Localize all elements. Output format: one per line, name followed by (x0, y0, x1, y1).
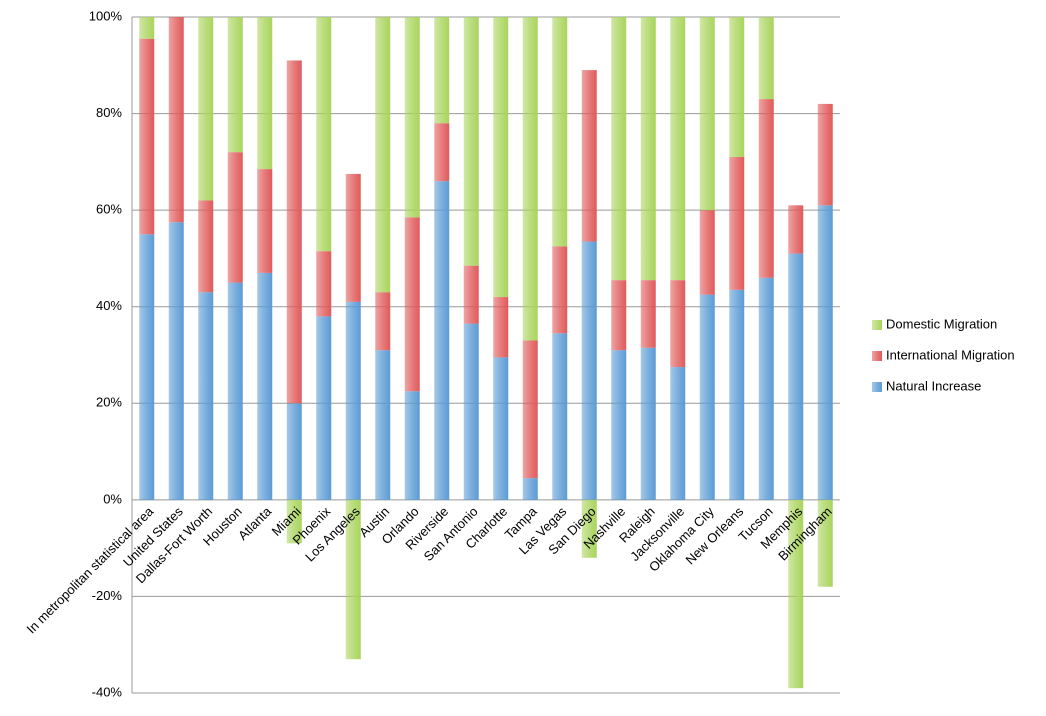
bar-segment (552, 17, 568, 247)
bar-segment (758, 99, 774, 278)
bar-segment (375, 17, 391, 293)
bar-segment (168, 17, 184, 223)
bar-segment (198, 200, 214, 293)
bar-segment (257, 169, 273, 273)
bar-segment (640, 17, 656, 281)
bar-segment (788, 499, 804, 689)
y-tick-label: 100% (89, 8, 123, 23)
bar-segment (345, 499, 361, 660)
bar-segment (611, 280, 627, 351)
legend-swatch (872, 382, 882, 392)
bar-segment (552, 246, 568, 334)
bar-segment (817, 205, 833, 500)
bar-segment (198, 292, 214, 500)
bar-segment (257, 272, 273, 500)
bar-segment (434, 17, 450, 124)
bar-segment (729, 17, 745, 158)
legend-label: Natural Increase (886, 378, 981, 393)
y-tick-label: -20% (92, 588, 123, 603)
legend-swatch (872, 351, 882, 361)
y-tick-label: 0% (103, 491, 122, 506)
bar-segment (404, 17, 420, 218)
bar-segment (699, 17, 715, 211)
bar-segment (640, 280, 656, 348)
bar-segment (729, 157, 745, 290)
bar-segment (522, 478, 538, 500)
bar-segment (611, 350, 627, 500)
bar-segment (611, 17, 627, 281)
bar-segment (493, 17, 509, 298)
y-tick-label: 60% (96, 202, 122, 217)
bar-segment (139, 38, 155, 235)
y-tick-label: 40% (96, 298, 122, 313)
bar-segment (286, 60, 302, 404)
bar-segment (286, 403, 302, 500)
bar-segment (640, 347, 656, 500)
bar-segment (670, 17, 686, 281)
bar-segment (699, 294, 715, 500)
bar-segment (139, 17, 155, 39)
bar-segment (758, 17, 774, 100)
bar-segment (345, 173, 361, 302)
bar-segment (198, 17, 214, 201)
x-tick-label: In metropolitan statistical area (24, 503, 157, 636)
bar-segment (404, 217, 420, 392)
bar-segment (227, 17, 243, 153)
bar-segment (316, 251, 332, 317)
bar-segment (788, 253, 804, 500)
bar-segment (404, 391, 420, 500)
bar-segment (227, 282, 243, 500)
legend-label: Domestic Migration (886, 316, 997, 331)
bar-segment (581, 70, 597, 242)
bar-segment (522, 340, 538, 479)
x-tick-label: Atlanta (235, 503, 275, 543)
bar-segment (463, 265, 479, 324)
bar-segment (670, 280, 686, 368)
bar-segment (463, 17, 479, 266)
y-tick-label: 20% (96, 395, 122, 410)
bar-segment (375, 292, 391, 351)
bar-segment (817, 499, 833, 587)
bar-segment (670, 367, 686, 500)
bar-segment (345, 301, 361, 500)
bar-segment (581, 241, 597, 500)
bar-segment (316, 316, 332, 500)
bar-segment (286, 499, 302, 544)
bar-segment (493, 297, 509, 358)
bar-segment (316, 17, 332, 252)
bar-segment (788, 205, 804, 254)
bar-segment (552, 333, 568, 500)
legend-label: International Migration (886, 347, 1015, 362)
bar-segment (257, 17, 273, 170)
bar-segment (699, 210, 715, 295)
bar-segment (168, 222, 184, 500)
legend-swatch (872, 320, 882, 330)
y-tick-label: -40% (92, 684, 123, 699)
y-tick-label: 80% (96, 105, 122, 120)
bar-segment (434, 123, 450, 182)
bar-segment (729, 289, 745, 500)
bar-segment (227, 152, 243, 283)
bar-segment (434, 181, 450, 500)
bar-segment (522, 17, 538, 341)
bar-segment (581, 499, 597, 558)
bar-segment (758, 277, 774, 500)
bar-segment (817, 103, 833, 206)
bar-segment (139, 234, 155, 500)
bar-segment (463, 323, 479, 500)
bar-segment (493, 357, 509, 500)
bar-segment (375, 350, 391, 500)
